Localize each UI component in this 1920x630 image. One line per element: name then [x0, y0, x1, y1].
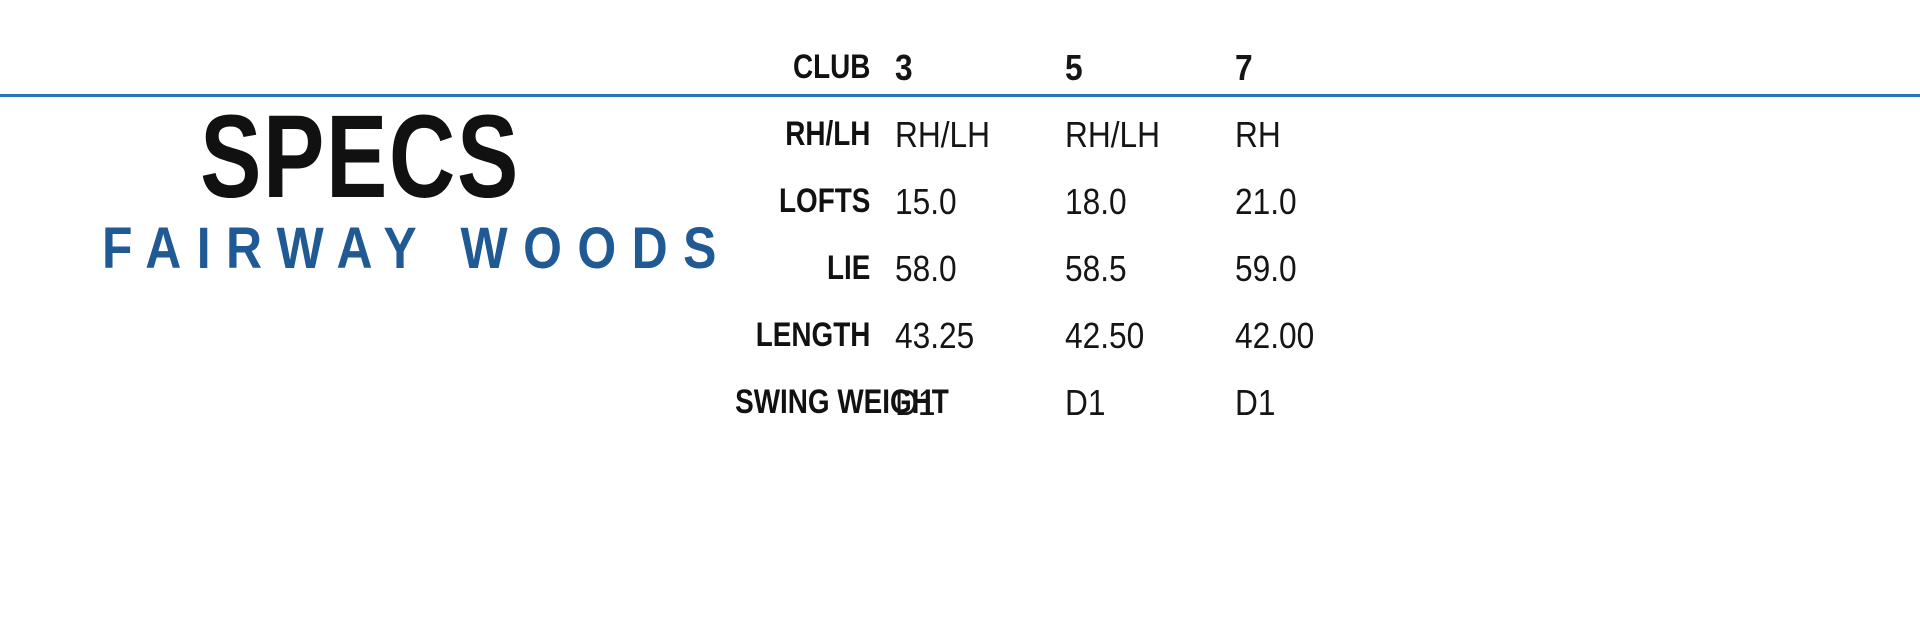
table-row: LENGTH 43.25 42.50 42.00 — [700, 302, 1480, 369]
table-cell: D1 — [895, 382, 1045, 424]
table-cell: 59.0 — [1235, 248, 1385, 290]
row-label: SWING WEIGHT — [735, 383, 895, 422]
heading-sub: FAIRWAY WOODS — [102, 220, 618, 278]
table-cell: 58.5 — [1065, 248, 1215, 290]
table-cell: 18.0 — [1065, 181, 1215, 223]
table-cell: 42.00 — [1235, 315, 1385, 357]
table-cell: D1 — [1065, 382, 1215, 424]
table-cell: 21.0 — [1235, 181, 1385, 223]
row-label: LENGTH — [735, 316, 895, 355]
table-cell: 3 — [895, 47, 1045, 89]
table-cell: 42.50 — [1065, 315, 1215, 357]
row-label: CLUB — [735, 48, 895, 87]
row-label: LIE — [735, 249, 895, 288]
table-row: LOFTS 15.0 18.0 21.0 — [700, 168, 1480, 235]
table-cell: 5 — [1065, 47, 1215, 89]
table-cell: 43.25 — [895, 315, 1045, 357]
heading-block: SPECS FAIRWAY WOODS — [60, 98, 660, 278]
table-row-header: CLUB 3 5 7 — [700, 34, 1480, 101]
table-row: RH/LH RH/LH RH/LH RH — [700, 101, 1480, 168]
table-cell: RH — [1235, 114, 1385, 156]
table-row: SWING WEIGHT D1 D1 D1 — [700, 369, 1480, 436]
table-row: LIE 58.0 58.5 59.0 — [700, 235, 1480, 302]
table-cell: 58.0 — [895, 248, 1045, 290]
table-cell: 7 — [1235, 47, 1385, 89]
row-label: RH/LH — [735, 115, 895, 154]
table-cell: 15.0 — [895, 181, 1045, 223]
heading-main: SPECS — [126, 98, 594, 216]
row-label: LOFTS — [735, 182, 895, 221]
table-cell: RH/LH — [1065, 114, 1215, 156]
table-cell: D1 — [1235, 382, 1385, 424]
table-cell: RH/LH — [895, 114, 1045, 156]
spec-table: CLUB 3 5 7 RH/LH RH/LH RH/LH RH LOFTS 15… — [700, 34, 1480, 436]
